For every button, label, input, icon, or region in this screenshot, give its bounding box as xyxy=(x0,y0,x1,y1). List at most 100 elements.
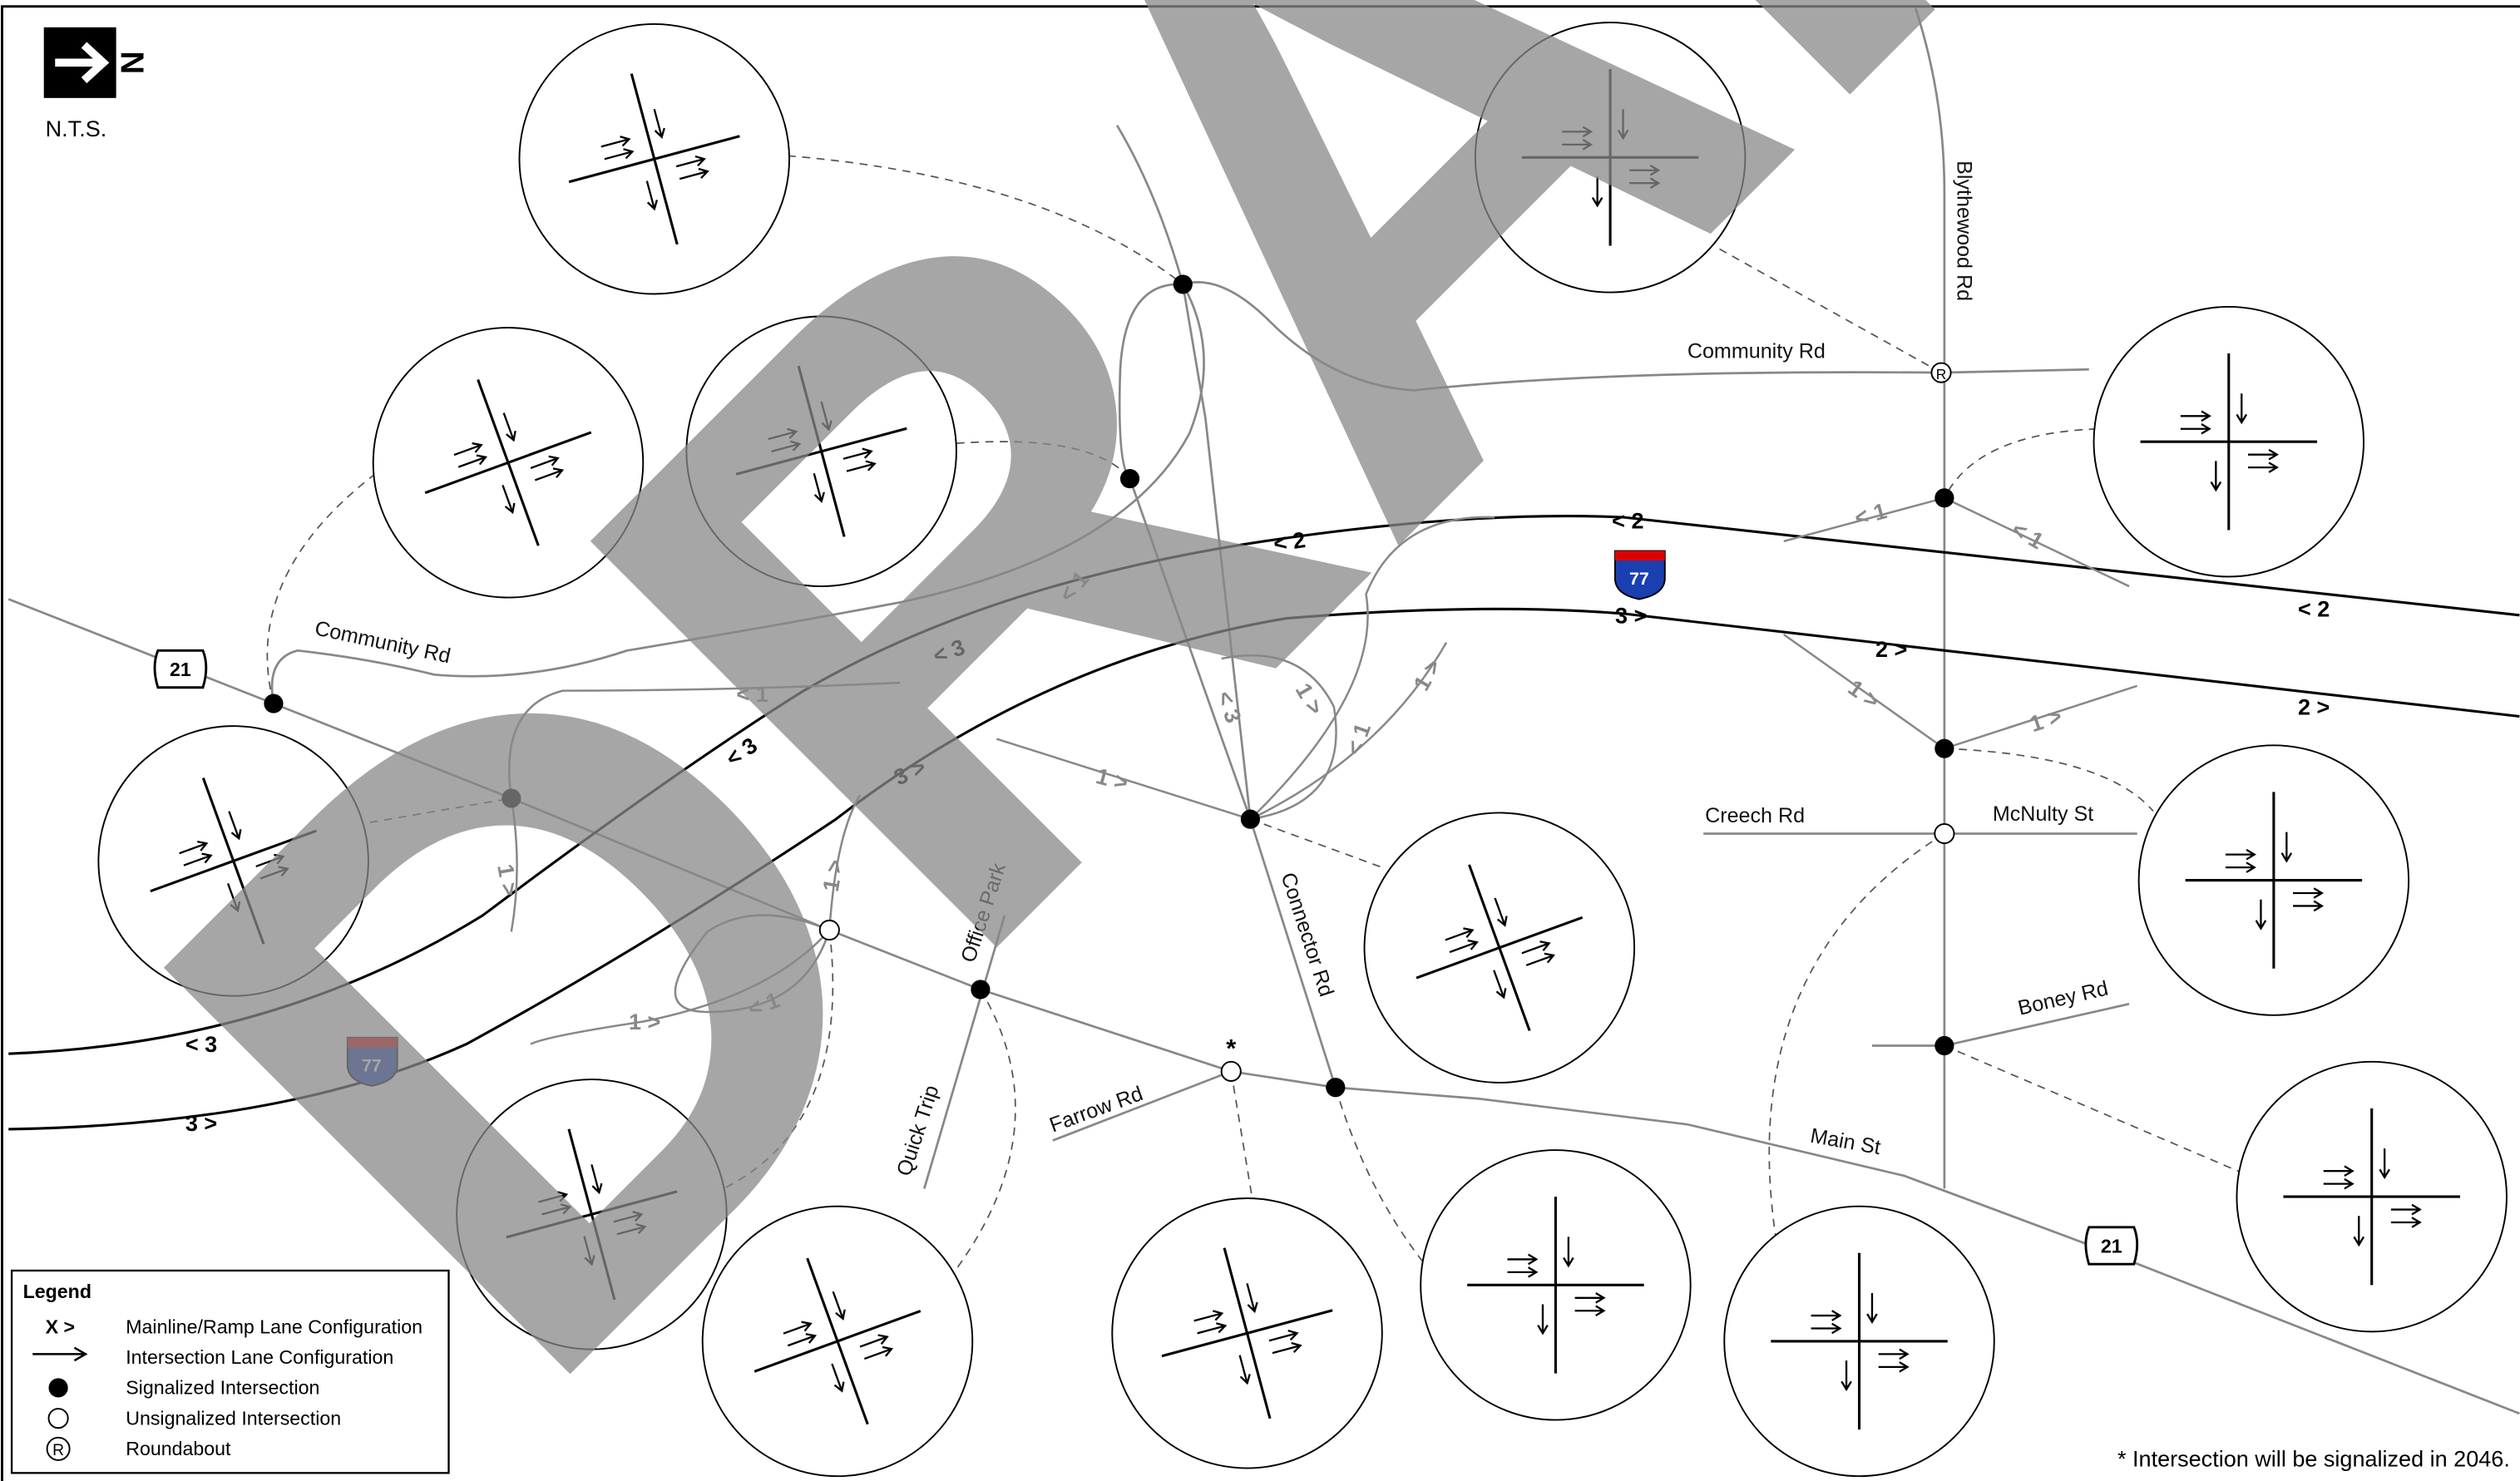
lane-arrow xyxy=(226,883,241,913)
lane-arrow xyxy=(1445,927,1475,941)
lane-config-diagrams xyxy=(97,22,2508,1478)
lane-config xyxy=(685,315,957,588)
lane-arrow xyxy=(787,1333,818,1347)
lane-config xyxy=(372,327,645,599)
lane-arrow xyxy=(679,167,709,180)
lane-arrow xyxy=(1525,952,1555,966)
legend-title: Legend xyxy=(23,1281,91,1302)
lane-config xyxy=(1723,1205,1995,1478)
lane-arrow xyxy=(2280,832,2293,863)
scale-note: N.T.S. xyxy=(46,116,107,141)
lane-arrow xyxy=(1521,940,1551,955)
north-arrow: N N.T.S. xyxy=(43,27,151,141)
shields: 21 21 77 77 xyxy=(153,550,2139,1266)
interstate-shield: 77 xyxy=(1629,569,1649,589)
leaders xyxy=(266,155,2242,1270)
lane-arrow xyxy=(1574,1305,1606,1317)
interstate xyxy=(8,514,2520,1131)
lane-arrow xyxy=(2225,848,2256,861)
ramp-label: 1 > xyxy=(492,862,522,898)
lane-arrow xyxy=(1193,1310,1224,1322)
lane-label: 2 > xyxy=(1875,637,1907,662)
lane-arrow xyxy=(645,180,659,211)
lane-arrow xyxy=(2180,410,2211,422)
lane-arrow xyxy=(832,1291,846,1321)
lane-arrow xyxy=(1591,176,1603,208)
diagram-circle xyxy=(1111,1197,1383,1469)
frame xyxy=(1,5,2520,1481)
lane-config xyxy=(1474,22,1747,294)
lane-arrow xyxy=(1562,139,1594,151)
lane-arrow xyxy=(179,840,209,855)
lane-config xyxy=(2236,1060,2508,1333)
lane-arrow xyxy=(2236,393,2248,425)
north-letter: N xyxy=(115,51,151,74)
lane-arrow xyxy=(675,155,706,168)
lane-arrow xyxy=(541,1203,572,1216)
lane-arrow xyxy=(2293,887,2325,899)
lane-arrow xyxy=(530,455,560,470)
lane-arrow xyxy=(1811,1310,1842,1321)
lane-label: 3 > xyxy=(185,1111,217,1136)
ramp-label: < 1 xyxy=(1852,498,1890,531)
lane-arrow xyxy=(604,148,635,160)
diagram-road xyxy=(806,1257,869,1425)
lane-arrow xyxy=(1246,1283,1258,1314)
asterisk: * xyxy=(1226,1034,1236,1063)
lane-arrow xyxy=(1493,970,1507,1000)
lane-arrow xyxy=(1617,109,1629,141)
lane-arrow xyxy=(1629,164,1661,176)
lane-arrow xyxy=(1866,1292,1878,1325)
road-label: McNulty St xyxy=(1993,802,2093,826)
lane-arrow xyxy=(457,454,488,468)
legend-symbol: X > xyxy=(46,1316,75,1337)
diagram-road xyxy=(201,778,265,945)
legend-label: Unsignalized Intersection xyxy=(126,1407,341,1429)
lane-arrow xyxy=(813,472,825,503)
lane-arrow xyxy=(2247,448,2279,461)
lane-arrow xyxy=(859,1334,889,1348)
lane-arrow xyxy=(502,484,516,515)
lane-arrow xyxy=(1537,1304,1549,1335)
lane-arrow xyxy=(1494,897,1508,927)
lane-arrow xyxy=(768,427,798,441)
lane-arrow xyxy=(1563,1237,1574,1268)
lane-config xyxy=(2093,305,2365,578)
road-label: Main St xyxy=(1809,1124,1883,1159)
lane-arrow xyxy=(653,108,665,140)
diagram-road xyxy=(1223,1247,1272,1419)
lane-arrow xyxy=(771,440,802,452)
legend-symbol: R xyxy=(52,1442,64,1459)
lane-arrow xyxy=(453,442,483,457)
lane-arrow xyxy=(1238,1355,1251,1385)
lane-arrow xyxy=(1574,1292,1606,1304)
lane-arrow xyxy=(590,1164,603,1195)
lane-config xyxy=(1420,1149,1692,1421)
diagram-road xyxy=(797,365,846,537)
lane-config xyxy=(1363,812,1636,1084)
lane-arrow xyxy=(2390,1203,2422,1216)
lane-arrow xyxy=(616,1222,647,1236)
lane-arrow xyxy=(2323,1165,2354,1177)
footnote: * Intersection will be signalized in 204… xyxy=(2117,1447,2510,1472)
lane-config xyxy=(2137,744,2410,1016)
diagram-road xyxy=(477,378,540,546)
lane-arrow xyxy=(2180,422,2211,435)
lane-arrow xyxy=(502,412,516,442)
lane-arrow xyxy=(1878,1348,1910,1360)
us-shield: 21 xyxy=(170,659,191,680)
ramp-label: 1 > xyxy=(818,857,848,893)
lane-arrow xyxy=(538,1191,569,1203)
lane-config xyxy=(518,23,790,295)
lane-arrow xyxy=(2255,899,2267,931)
legend-label: Signalized Intersection xyxy=(126,1377,319,1399)
lane-arrow xyxy=(2323,1177,2354,1190)
lane-arrow xyxy=(1562,126,1594,138)
lane-label: < 2 xyxy=(1272,527,1307,556)
lane-arrow xyxy=(2353,1216,2365,1247)
diagram-road xyxy=(1468,864,1531,1032)
diagram-road xyxy=(630,73,679,245)
legend-label: Roundabout xyxy=(126,1438,231,1459)
lane-arrow xyxy=(1449,939,1479,954)
lane-arrow xyxy=(600,136,631,148)
